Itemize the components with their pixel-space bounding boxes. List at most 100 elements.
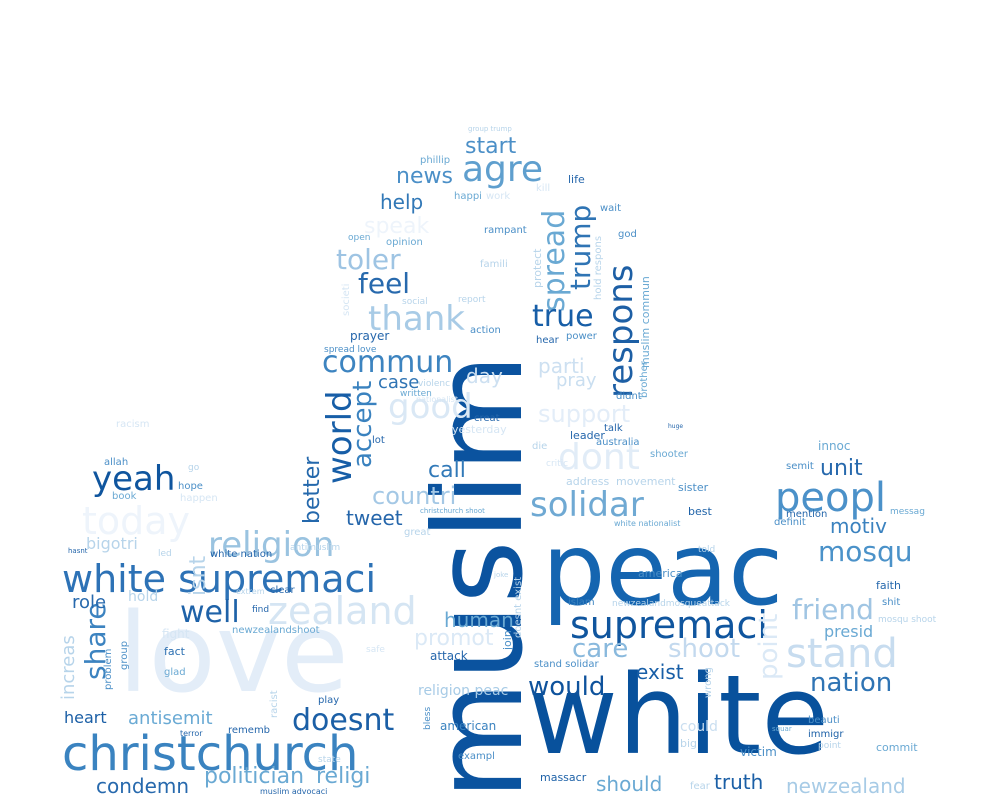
word-sister: sister xyxy=(678,481,709,494)
word-wait: wait xyxy=(600,203,622,214)
word-support: support xyxy=(538,400,631,428)
word-zealand: zealand xyxy=(268,589,417,633)
word-state: state xyxy=(318,755,341,765)
word-white: white xyxy=(528,651,830,779)
word-newzealandmosqueattack: newzealandmosqueattack xyxy=(612,599,730,609)
word-true: true xyxy=(532,299,594,334)
word-love: love xyxy=(118,589,349,717)
word-talk: talk xyxy=(604,423,623,434)
word-open: open xyxy=(348,233,371,243)
word-famili: famili xyxy=(480,259,508,270)
word-tweet: tweet xyxy=(346,506,403,530)
word-stand-solidar: stand solidar xyxy=(534,659,599,670)
word-wrong: wrong xyxy=(703,667,714,698)
word-big: big xyxy=(680,737,698,750)
word-thank: thank xyxy=(368,299,465,339)
word-good: good xyxy=(388,387,473,427)
word-stand: stand xyxy=(786,631,898,677)
word-told: told xyxy=(698,545,716,555)
word-care: care xyxy=(572,634,629,664)
word-christchurch: christchurch xyxy=(62,726,359,782)
word-rampant: rampant xyxy=(484,225,527,236)
word-hear: hear xyxy=(536,335,559,346)
word-peopl: peopl xyxy=(775,475,886,521)
word-rememb: rememb xyxy=(228,725,271,736)
word-power: power xyxy=(566,331,597,342)
word-antimuslim: antimuslim xyxy=(290,543,341,553)
word-white-supremaci: white supremaci xyxy=(62,557,377,601)
word-parti: parti xyxy=(538,354,585,378)
word-christchurch-shoot: christchurch shoot xyxy=(420,507,485,515)
word-hold: hold xyxy=(128,589,159,605)
word-countri: countri xyxy=(372,482,457,510)
word-massacr: massacr xyxy=(540,771,587,784)
word-human: human xyxy=(444,608,514,632)
word-great: great xyxy=(404,527,431,538)
word-beauti: beauti xyxy=(808,715,840,726)
word-best: best xyxy=(688,505,712,518)
word-movement: movement xyxy=(616,475,676,488)
word-spread: spread xyxy=(537,209,572,312)
word-book: book xyxy=(112,491,137,502)
word-written: written xyxy=(400,389,432,399)
word-social: social xyxy=(402,297,428,307)
word-fight: fight xyxy=(162,627,190,641)
word-definit: definit xyxy=(774,517,806,528)
word-friend: friend xyxy=(792,593,874,626)
word-well: well xyxy=(180,595,240,630)
word-white-nation: white nation xyxy=(210,549,273,560)
word-antisemit: antisemit xyxy=(128,708,213,729)
word-hope: hope xyxy=(178,481,203,492)
word-group: group xyxy=(119,640,130,670)
word-happi: happi xyxy=(454,191,482,202)
word-white-nationalist: white nationalist xyxy=(614,519,681,528)
word-messag: messag xyxy=(890,507,925,517)
word-prayer: prayer xyxy=(350,329,390,343)
word-god: god xyxy=(618,229,637,240)
word-supremaci: supremaci xyxy=(570,603,768,647)
word-start: start xyxy=(465,134,517,159)
word-presid: presid xyxy=(824,622,874,641)
word-societi: societi xyxy=(341,283,352,316)
word-glad: glad xyxy=(164,667,186,678)
word-clear: clear xyxy=(270,585,295,596)
word-news: news xyxy=(396,164,453,189)
word-terror: terror xyxy=(180,729,203,738)
word-mosqu-shoot: mosqu shoot xyxy=(878,615,937,625)
word-exist: exist xyxy=(636,660,684,684)
word-didnt: didnt xyxy=(616,391,642,402)
word-semit: semit xyxy=(786,461,814,472)
word-promot: promot xyxy=(414,626,494,651)
word-find: find xyxy=(252,605,270,615)
word-bigotri: bigotri xyxy=(86,534,138,553)
word-group-trump: group trump xyxy=(468,125,512,133)
word-call: call xyxy=(428,458,466,483)
word-america: america xyxy=(638,567,683,580)
word-fear: fear xyxy=(690,781,710,792)
word-faith: faith xyxy=(876,579,901,592)
word-mosqu: mosqu xyxy=(818,535,913,568)
word-would: would xyxy=(528,672,606,702)
word-address: address xyxy=(566,475,610,488)
word-religion-peac: religion peac xyxy=(418,683,509,699)
word-could: could xyxy=(680,719,718,735)
word-motiv: motiv xyxy=(830,514,887,538)
word-commun: commun xyxy=(322,345,454,380)
word-condemn: condemn xyxy=(96,774,190,798)
word-newzealand: newzealand xyxy=(786,774,906,798)
word-islam: islam xyxy=(568,597,595,608)
word-day: day xyxy=(466,364,503,388)
word-truth: truth xyxy=(714,770,764,794)
word-toler: toler xyxy=(336,243,401,276)
word-protect: protect xyxy=(531,248,544,288)
word-role: role xyxy=(72,592,107,613)
word-safe: safe xyxy=(366,645,385,655)
word-solidar: solidar xyxy=(530,485,644,525)
word-pray: pray xyxy=(556,370,597,391)
word-bless: bless xyxy=(423,706,433,730)
word-feel: feel xyxy=(358,267,411,300)
word-play: play xyxy=(318,695,340,706)
word-american: american xyxy=(440,719,497,733)
word-victim: victim xyxy=(740,745,777,759)
